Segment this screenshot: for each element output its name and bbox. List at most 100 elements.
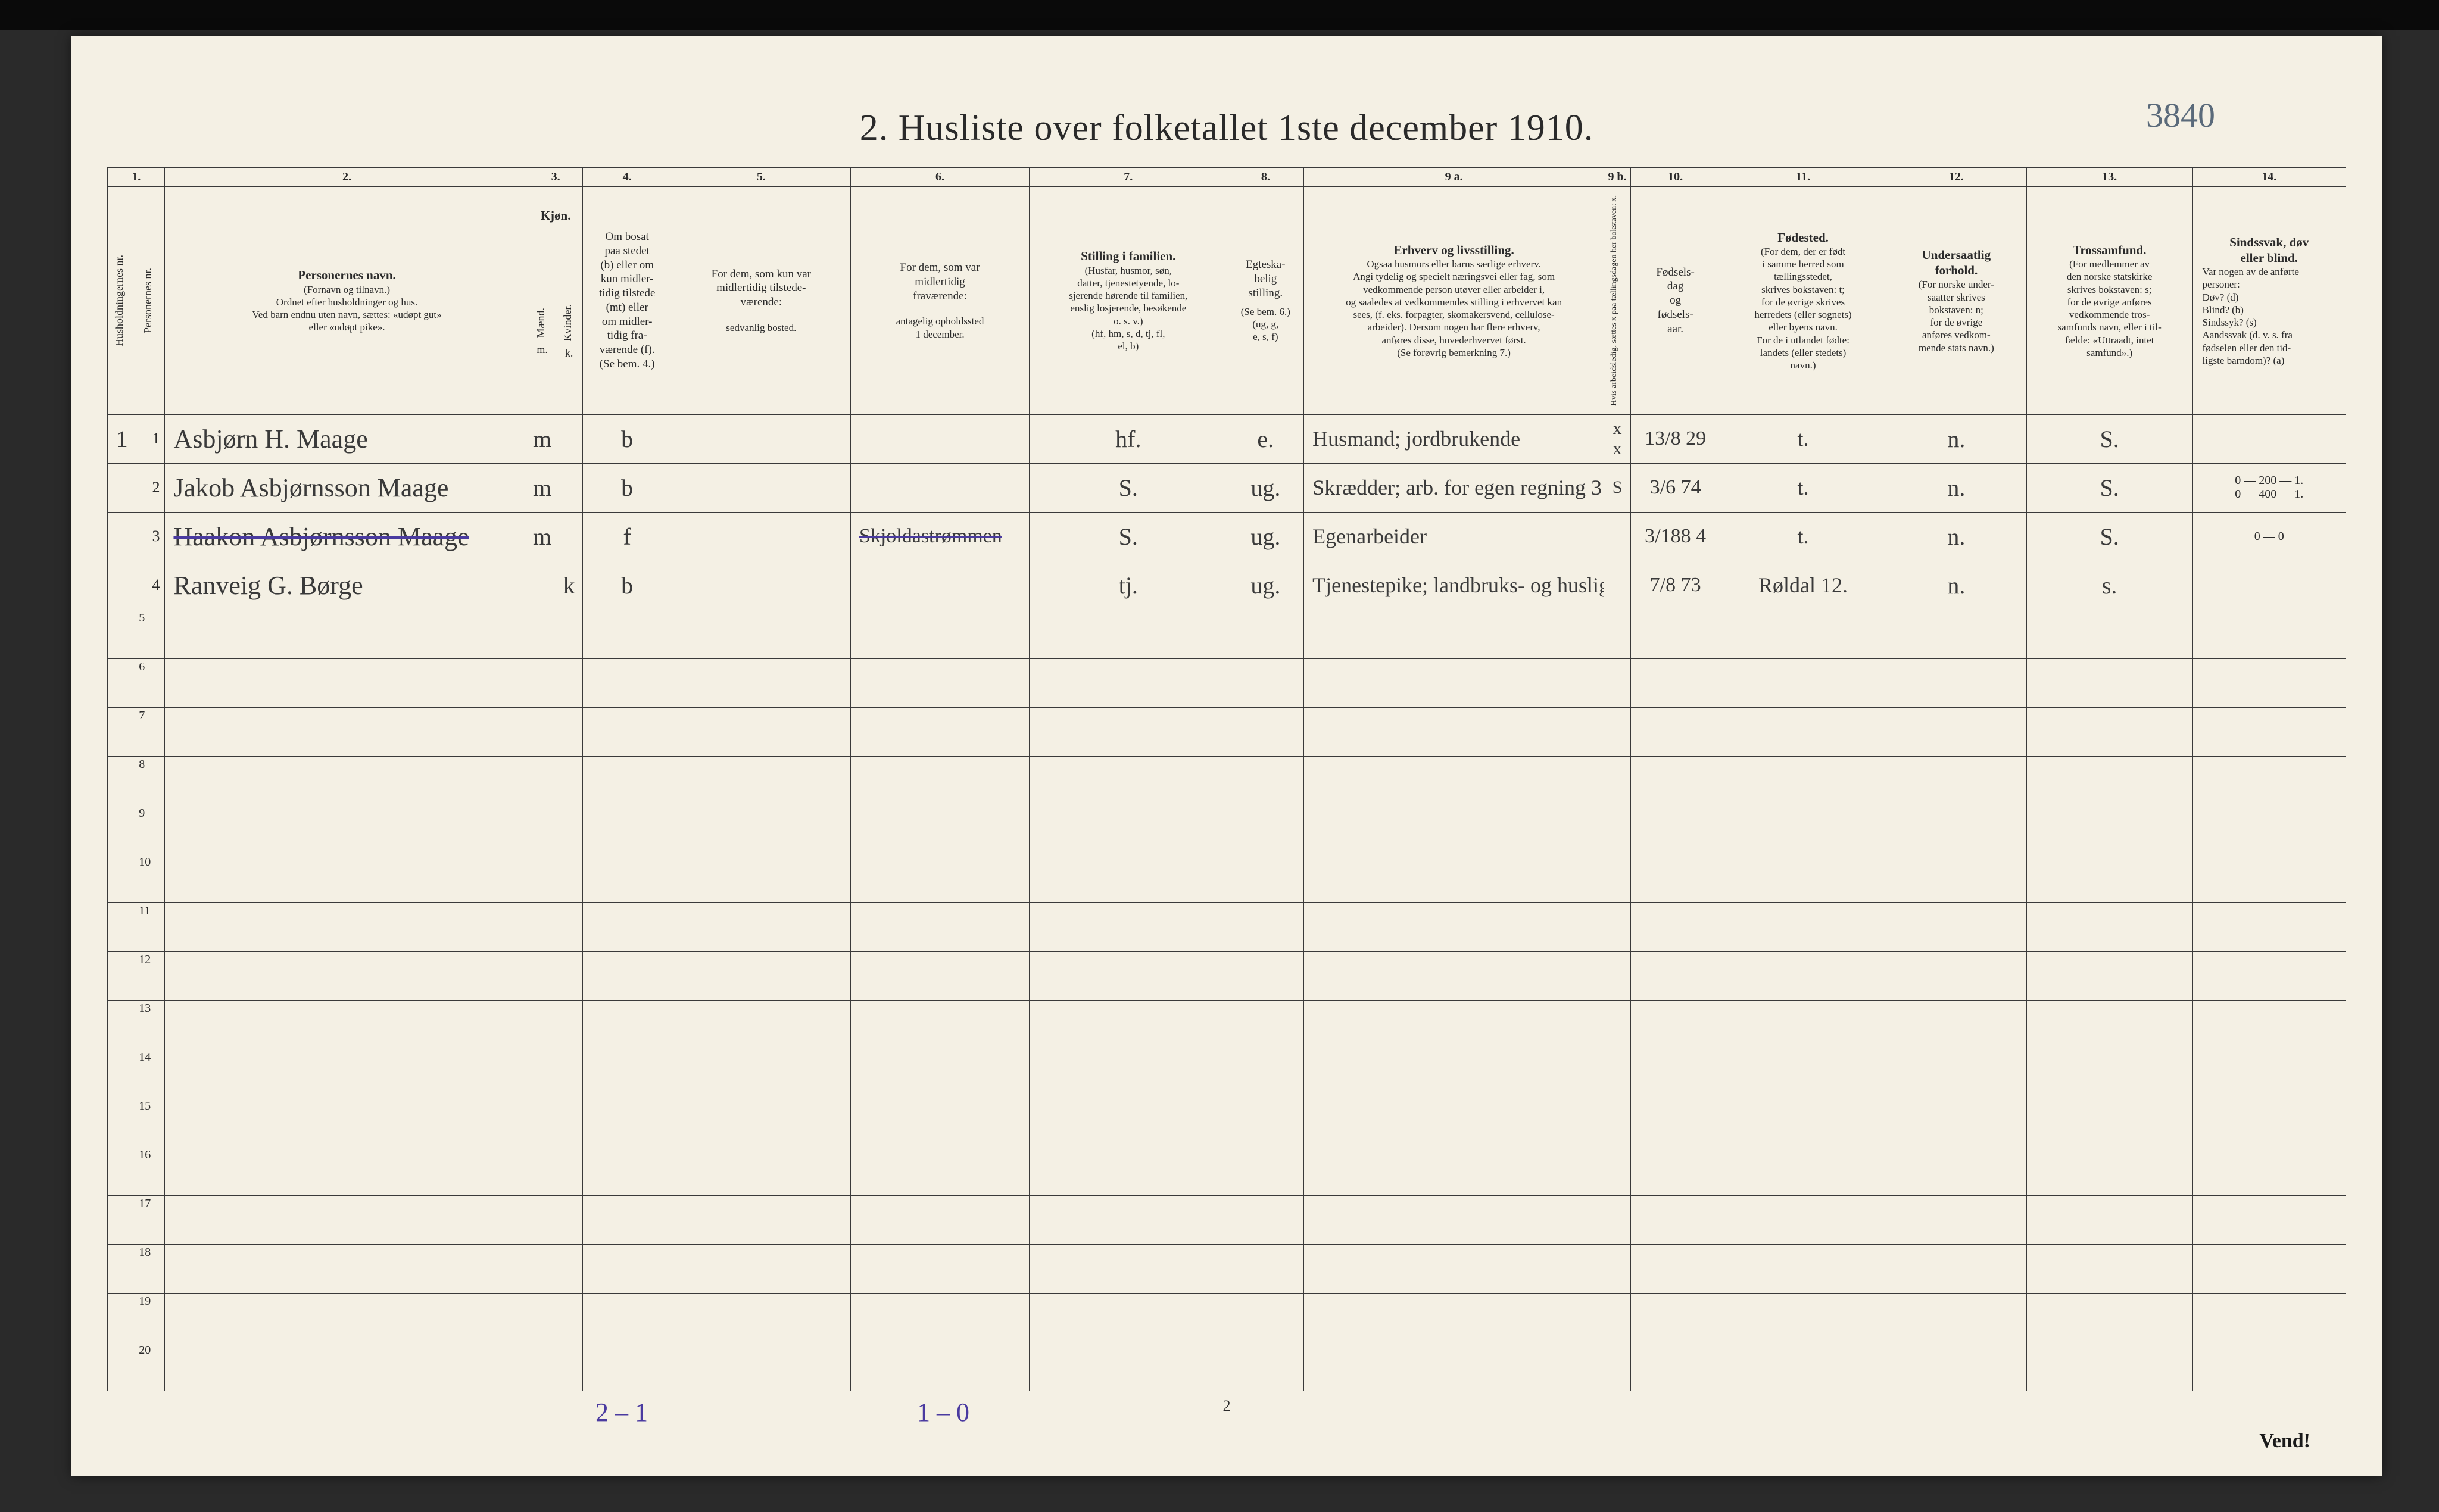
cell-empty xyxy=(1886,1342,2026,1391)
cell-household xyxy=(108,463,136,512)
hdr-disability-sub: Var nogen av de anførte personer: Døv? (… xyxy=(2197,265,2342,367)
hdr-temp-absent-sub: antagelig opholdssted 1 december. xyxy=(854,315,1025,340)
hdr-unemployed: Hvis arbeidsledig, sættes x paa tællings… xyxy=(1608,190,1621,411)
cell-person-nr: 17 xyxy=(136,1195,165,1244)
table-row-empty: 14 xyxy=(108,1049,2346,1098)
cell-empty xyxy=(1631,658,1720,707)
cell-occupation: Skrædder; arb. for egen regning 3 1 5 7 xyxy=(1304,463,1604,512)
cell-empty xyxy=(556,1293,582,1342)
cell-empty xyxy=(1604,805,1631,854)
cell-empty xyxy=(672,1098,850,1147)
cell-empty xyxy=(582,756,672,805)
cell-empty xyxy=(1227,1342,1304,1391)
cell-birthplace: Røldal 12. xyxy=(1720,561,1886,610)
table-row-empty: 20 xyxy=(108,1342,2346,1391)
cell-sex-k xyxy=(556,512,582,561)
cell-empty xyxy=(1631,756,1720,805)
hdr-male-label: Mænd. xyxy=(533,303,549,343)
cell-empty xyxy=(1304,1049,1604,1098)
cell-empty xyxy=(1720,805,1886,854)
cell-empty xyxy=(1030,902,1227,951)
cell-empty xyxy=(1604,902,1631,951)
cell-empty xyxy=(2192,1098,2346,1147)
cell-empty xyxy=(529,805,556,854)
cell-empty xyxy=(165,1342,529,1391)
cell-empty xyxy=(108,1244,136,1293)
cell-person-nr: 10 xyxy=(136,854,165,902)
cell-empty xyxy=(1604,1195,1631,1244)
cell-empty xyxy=(1720,1049,1886,1098)
cell-empty xyxy=(1030,658,1227,707)
cell-empty xyxy=(1604,1342,1631,1391)
cell-empty xyxy=(582,1147,672,1195)
cell-empty xyxy=(165,1244,529,1293)
cell-empty xyxy=(529,658,556,707)
table-row-empty: 13 xyxy=(108,1000,2346,1049)
cell-empty xyxy=(1720,1195,1886,1244)
cell-empty xyxy=(1030,805,1227,854)
cell-empty xyxy=(672,1049,850,1098)
cell-person-nr: 16 xyxy=(136,1147,165,1195)
cell-empty xyxy=(108,951,136,1000)
cell-empty xyxy=(1720,1342,1886,1391)
cell-empty xyxy=(1304,1244,1604,1293)
cell-empty xyxy=(556,854,582,902)
cell-empty xyxy=(1886,951,2026,1000)
cell-empty xyxy=(672,1000,850,1049)
bottom-notes: 2 – 1 1 – 0 2 xyxy=(107,1397,2346,1427)
cell-empty xyxy=(1227,756,1304,805)
cell-empty xyxy=(529,951,556,1000)
cell-temp-present xyxy=(672,463,850,512)
cell-x: x x xyxy=(1604,414,1631,463)
cell-empty xyxy=(556,902,582,951)
colnum-2: 2. xyxy=(165,168,529,187)
cell-empty xyxy=(529,610,556,658)
cell-empty xyxy=(672,1293,850,1342)
cell-empty xyxy=(1227,1147,1304,1195)
hdr-marital-title: Egteska- belig stilling. xyxy=(1231,258,1300,300)
cell-empty xyxy=(582,1049,672,1098)
cell-empty xyxy=(2026,805,2192,854)
cell-side-note xyxy=(2192,414,2346,463)
colnum-3: 3. xyxy=(529,168,582,187)
cell-empty xyxy=(2192,610,2346,658)
cell-empty xyxy=(2026,1342,2192,1391)
cell-empty xyxy=(1304,707,1604,756)
cell-empty xyxy=(1304,1342,1604,1391)
cell-empty xyxy=(1631,1195,1720,1244)
cell-empty xyxy=(108,902,136,951)
cell-birthplace: t. xyxy=(1720,512,1886,561)
cell-empty xyxy=(165,1147,529,1195)
cell-residence: b xyxy=(582,414,672,463)
table-row-empty: 7 xyxy=(108,707,2346,756)
table-row: 3 Haakon Asbjørnsson Maage m f Skjoldast… xyxy=(108,512,2346,561)
hdr-name: Personernes navn. (Fornavn og tilnavn.) … xyxy=(165,187,529,415)
cell-empty xyxy=(1304,805,1604,854)
hdr-residence: Om bosat paa stedet (b) eller om kun mid… xyxy=(582,187,672,415)
cell-empty xyxy=(2192,902,2346,951)
cell-empty xyxy=(1304,658,1604,707)
cell-empty xyxy=(556,1195,582,1244)
cell-empty xyxy=(1720,902,1886,951)
cell-empty xyxy=(529,1342,556,1391)
cell-empty xyxy=(2026,1147,2192,1195)
cell-temp-absent xyxy=(850,463,1029,512)
table-row: 4 Ranveig G. Børge k b tj. ug. Tjenestep… xyxy=(108,561,2346,610)
cell-empty xyxy=(2192,1195,2346,1244)
cell-empty xyxy=(672,854,850,902)
cell-temp-absent xyxy=(850,561,1029,610)
cell-empty xyxy=(1886,805,2026,854)
cell-empty xyxy=(1631,854,1720,902)
cell-empty xyxy=(582,707,672,756)
cell-person-nr: 19 xyxy=(136,1293,165,1342)
cell-empty xyxy=(1631,951,1720,1000)
cell-empty xyxy=(2026,1293,2192,1342)
cell-empty xyxy=(850,1195,1029,1244)
cell-empty xyxy=(108,1098,136,1147)
cell-nationality: n. xyxy=(1886,512,2026,561)
cell-empty xyxy=(2192,1000,2346,1049)
cell-empty xyxy=(1604,756,1631,805)
cell-sex-m: m xyxy=(529,414,556,463)
cell-nationality: n. xyxy=(1886,463,2026,512)
cell-temp-present xyxy=(672,561,850,610)
